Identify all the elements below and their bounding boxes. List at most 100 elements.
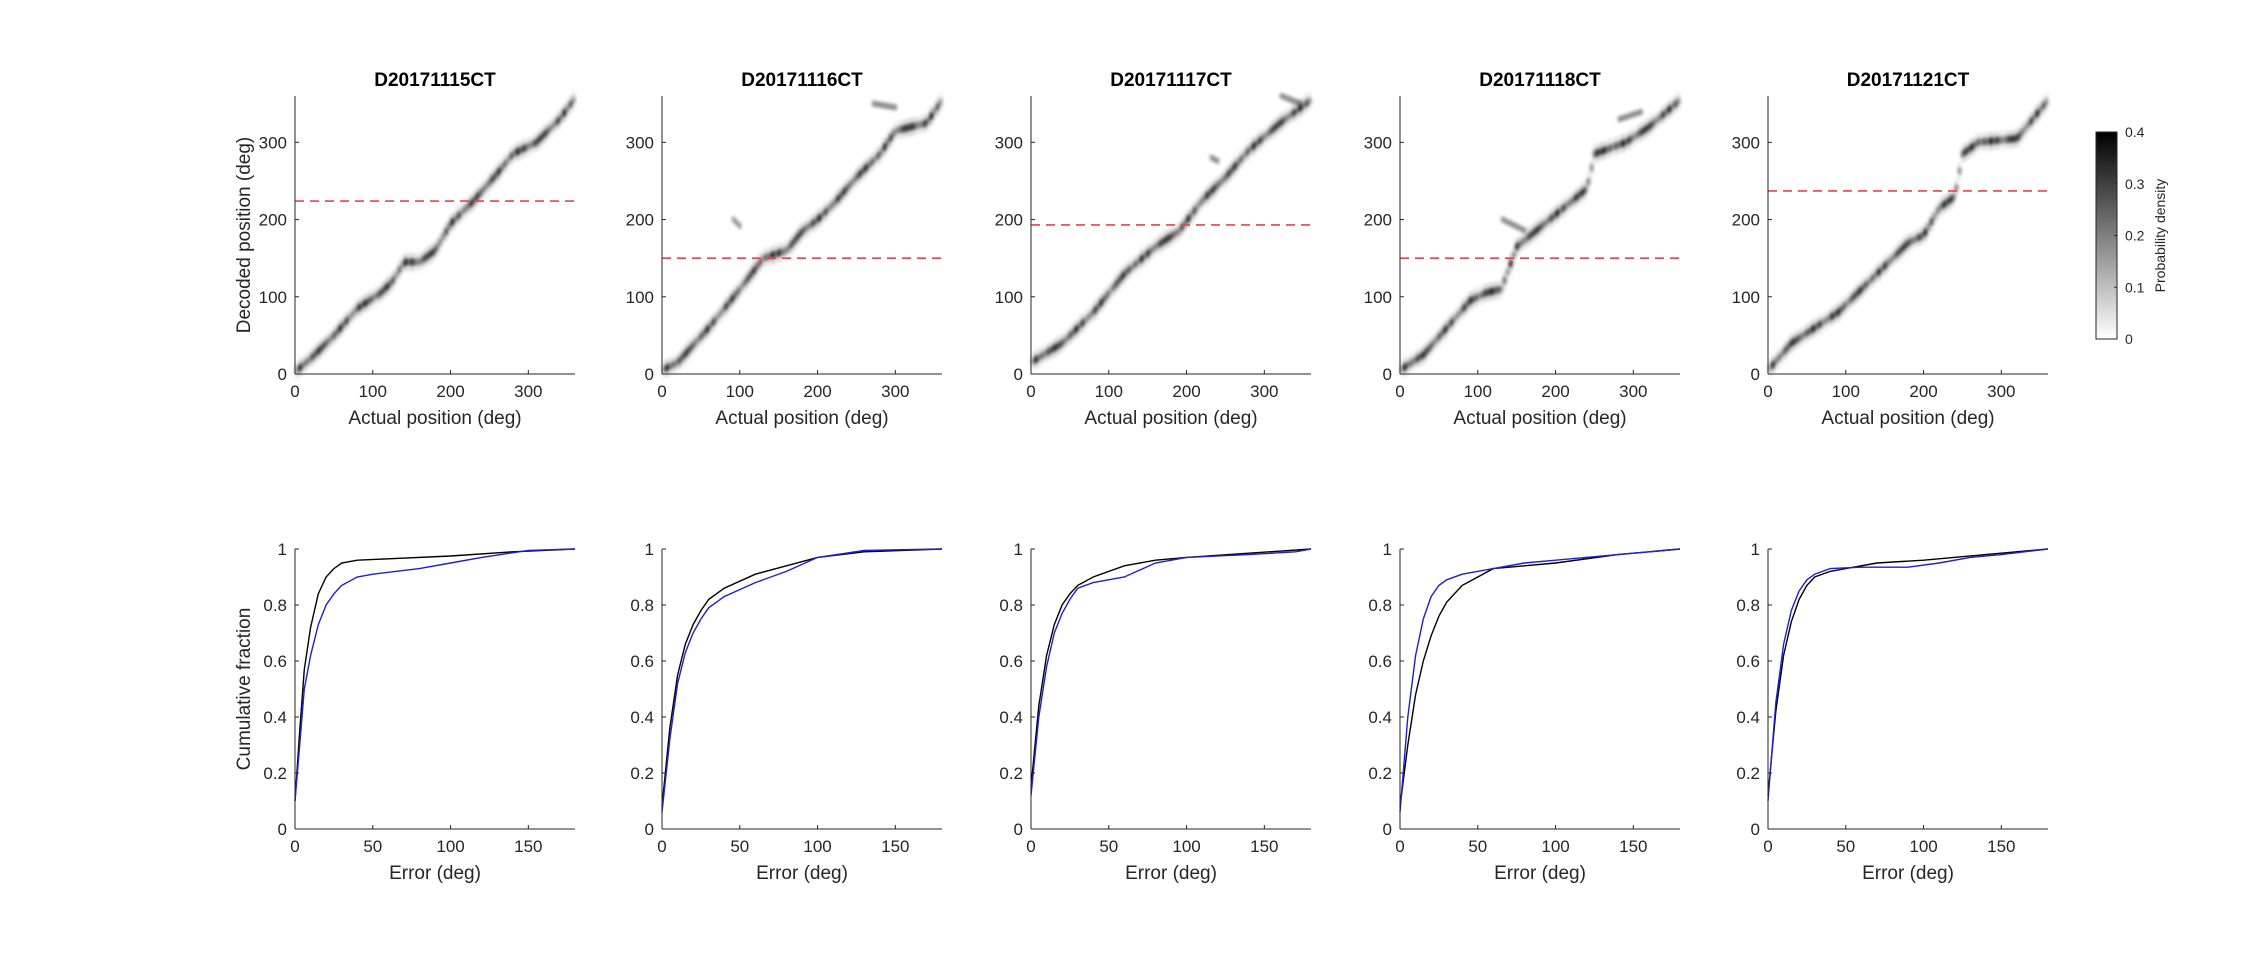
heatmap-cell bbox=[1146, 244, 1150, 263]
y-tick-label: 0 bbox=[1383, 365, 1392, 384]
heatmap-cell bbox=[1298, 98, 1303, 117]
heatmap-cell bbox=[565, 99, 570, 118]
heatmap-panel-3: 0 100 200 300 0 100 200 300 D20171117CT Actual po… bbox=[995, 70, 1312, 429]
heatmap-cell bbox=[1096, 297, 1100, 316]
heatmap-cell bbox=[1830, 307, 1834, 326]
cdf-panel-5: 0 50 100 150 0 0.2 0.4 0.6 0.8 1 Error (deg) bbox=[1736, 540, 2049, 884]
heatmap-cell bbox=[1549, 209, 1553, 228]
x-tick-label: 50 bbox=[1468, 837, 1487, 856]
heatmap-cell bbox=[1939, 197, 1943, 216]
x-tick-label: 200 bbox=[436, 382, 464, 401]
heatmap-cell bbox=[1926, 217, 1931, 236]
heatmap-cell bbox=[416, 253, 420, 272]
heatmap-cell bbox=[1484, 283, 1488, 302]
y-tick-label: 200 bbox=[1732, 211, 1760, 230]
heatmap-cell bbox=[1842, 297, 1847, 316]
heatmap-cell bbox=[749, 265, 753, 284]
heatmap-cell bbox=[1524, 229, 1529, 248]
heatmap-cell bbox=[1459, 302, 1463, 321]
heatmap-cell bbox=[1189, 205, 1194, 224]
heatmap-cell bbox=[1474, 288, 1479, 307]
heatmap-cell bbox=[481, 180, 486, 199]
heatmap-cell bbox=[522, 139, 526, 158]
heatmap-cell bbox=[708, 316, 713, 335]
heatmap-cell bbox=[1522, 227, 1526, 234]
heatmap-cell bbox=[683, 344, 688, 363]
heatmap-cell bbox=[739, 277, 744, 296]
heatmap-cell bbox=[472, 191, 476, 210]
cdf-panel-2: 0 50 100 150 0 0.2 0.4 0.6 0.8 1 Error (deg) bbox=[630, 540, 943, 884]
heatmap-cell bbox=[1624, 114, 1628, 121]
heatmap-cell bbox=[1817, 315, 1822, 334]
heatmap-cell bbox=[820, 205, 825, 224]
heatmap-panel-1: 0 100 200 300 0 100 200 300 D20171115CT Actual po… bbox=[234, 70, 576, 429]
heatmap-cell bbox=[662, 360, 666, 379]
heatmap-cell bbox=[836, 189, 840, 208]
heatmap-cell bbox=[453, 209, 458, 228]
heatmap-cell bbox=[873, 149, 878, 168]
heatmap-cell bbox=[1043, 344, 1048, 363]
x-tick-label: 0 bbox=[290, 837, 299, 856]
heatmap-cell bbox=[1152, 238, 1156, 257]
heatmap-cell bbox=[1403, 358, 1407, 377]
heatmap-cell bbox=[1786, 337, 1791, 356]
y-tick-label: 0 bbox=[645, 365, 654, 384]
heatmap-cell bbox=[1037, 348, 1041, 367]
y-tick-label: 0.2 bbox=[630, 764, 654, 783]
heatmap-cell bbox=[407, 253, 411, 272]
heatmap-cell bbox=[1998, 131, 2002, 150]
heatmap-cell bbox=[870, 152, 875, 171]
plot-area bbox=[662, 549, 942, 829]
heatmap-cell bbox=[814, 211, 819, 230]
x-tick-label: 150 bbox=[1987, 837, 2015, 856]
heatmap-cell bbox=[904, 119, 909, 138]
heatmap-cell bbox=[1880, 259, 1884, 278]
heatmap-cell bbox=[929, 107, 934, 126]
heatmap-cell bbox=[2004, 130, 2009, 149]
heatmap-cell bbox=[2032, 108, 2037, 127]
heatmap-cell bbox=[338, 319, 343, 338]
heatmap-cell bbox=[1633, 127, 1637, 146]
x-axis-label: Actual position (deg) bbox=[1084, 408, 1257, 429]
heatmap-cell bbox=[1855, 284, 1859, 303]
heatmap-cell bbox=[1836, 303, 1841, 322]
heatmap-cell bbox=[842, 182, 847, 201]
x-tick-label: 100 bbox=[1832, 382, 1860, 401]
y-tick-label: 0.4 bbox=[630, 708, 654, 727]
heatmap-cell bbox=[777, 244, 781, 263]
heatmap-cell bbox=[1034, 350, 1038, 369]
colorbar-tick-label: 0.2 bbox=[2125, 228, 2145, 244]
heatmap-cell bbox=[1242, 146, 1247, 165]
heatmap-cell bbox=[1083, 310, 1088, 329]
x-tick-label: 0 bbox=[1763, 382, 1772, 401]
heatmap-cell bbox=[693, 334, 697, 353]
heatmap-cell bbox=[696, 330, 700, 349]
heatmap-cell bbox=[1614, 136, 1619, 155]
heatmap-cell bbox=[1471, 290, 1476, 309]
heatmap-cell bbox=[310, 348, 315, 367]
heatmap-cell bbox=[1515, 237, 1519, 256]
heatmap-cell bbox=[1805, 323, 1809, 342]
heatmap-cell bbox=[1118, 270, 1122, 289]
heatmap-cell bbox=[1964, 142, 1968, 161]
y-tick-label: 100 bbox=[259, 288, 287, 307]
y-tick-label: 0 bbox=[1014, 365, 1023, 384]
heatmap-cell bbox=[375, 285, 380, 304]
heatmap-cell bbox=[1948, 190, 1953, 209]
heatmap-cell bbox=[1811, 319, 1816, 338]
heatmap-cell bbox=[1195, 197, 1200, 216]
heatmap-cell bbox=[1519, 225, 1523, 232]
heatmap-cell bbox=[1298, 100, 1302, 107]
heatmap-cell bbox=[714, 309, 719, 328]
heatmap-cell bbox=[1796, 329, 1800, 348]
heatmap-cell bbox=[802, 220, 806, 239]
heatmap-cell bbox=[780, 242, 784, 261]
heatmap-cell bbox=[547, 120, 551, 139]
heatmap-cell bbox=[746, 269, 750, 288]
heatmap-cell bbox=[2038, 100, 2043, 119]
heatmap-cell bbox=[1143, 247, 1147, 266]
heatmap-cell bbox=[774, 245, 778, 264]
y-tick-label: 0.4 bbox=[1736, 708, 1760, 727]
heatmap-cell bbox=[1490, 282, 1494, 301]
heatmap-cell bbox=[1409, 353, 1413, 372]
